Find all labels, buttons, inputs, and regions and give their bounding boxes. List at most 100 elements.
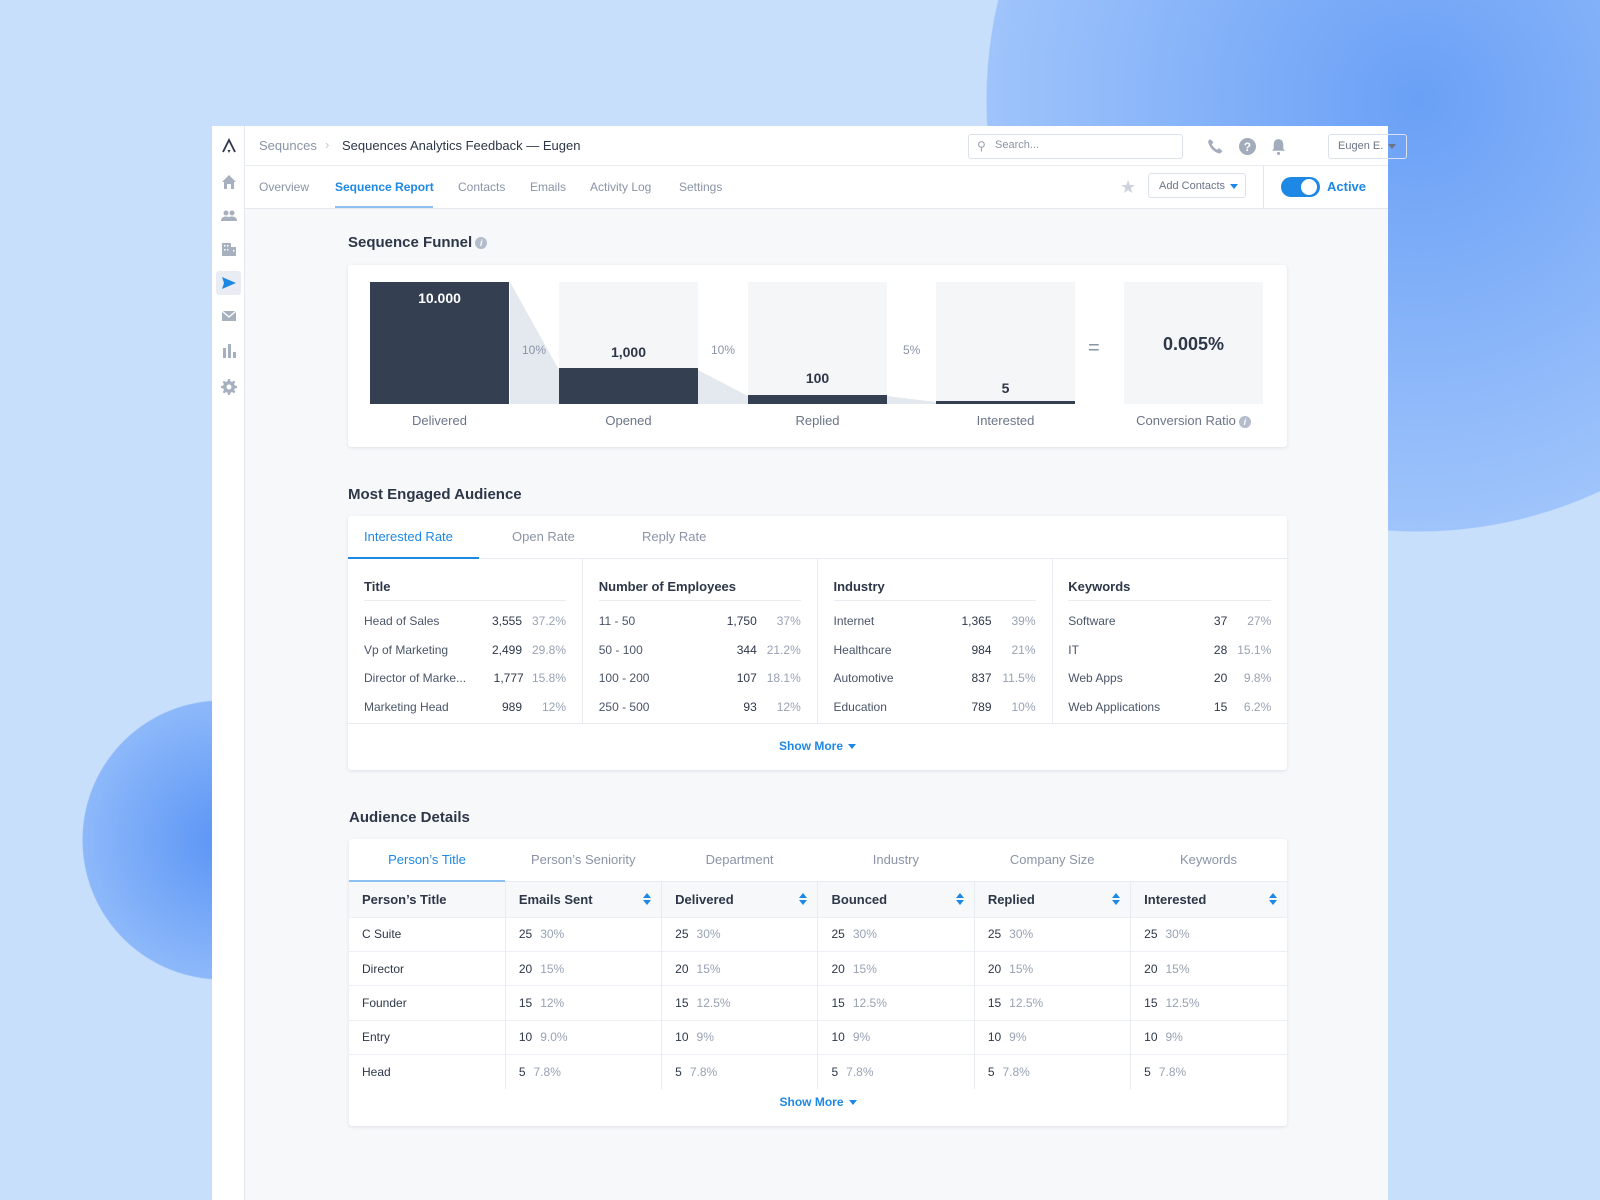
sort-icon[interactable]	[1269, 893, 1277, 905]
list-item: Healthcare 984 21%	[834, 636, 1036, 665]
search-input[interactable]	[995, 139, 1175, 151]
star-icon[interactable]: ★	[1120, 177, 1137, 197]
details-tab[interactable]: Person’s Title	[388, 852, 466, 867]
engaged-show-more-button[interactable]: Show More	[348, 739, 1287, 753]
details-tab[interactable]: Industry	[872, 852, 920, 867]
table-cell: 15 12.5%	[974, 985, 1132, 1021]
details-tab[interactable]: Person’s Seniority	[531, 852, 636, 867]
table-cell: 5 7.8%	[817, 1054, 975, 1089]
column-header[interactable]: Replied	[974, 882, 1132, 917]
list-item: 11 - 50 1,750 37%	[599, 607, 801, 636]
details-show-more-button[interactable]: Show More	[349, 1095, 1287, 1109]
item-name: Web Apps	[1068, 671, 1123, 686]
column-header[interactable]: Bounced	[817, 882, 975, 917]
cell-count: 15	[987, 995, 1002, 1010]
cell-count: 10	[1144, 1030, 1158, 1045]
cell-percent: 12%	[540, 995, 565, 1010]
item-count: 837	[971, 671, 992, 686]
item-percent: 11.5%	[1002, 671, 1036, 686]
cell-count: 20	[987, 961, 1002, 976]
details-tab[interactable]: Department	[705, 852, 774, 867]
funnel-bar-replied: 100	[748, 282, 887, 404]
item-percent: 12%	[541, 700, 566, 715]
funnel-connector	[887, 396, 936, 404]
help-icon[interactable]: ?	[1237, 136, 1257, 156]
tab-activity-log[interactable]: Activity Log	[590, 180, 652, 194]
funnel-fill	[370, 282, 509, 404]
reports-chart-icon[interactable]	[216, 339, 241, 363]
sort-icon[interactable]	[1112, 893, 1121, 905]
header-label: Bounced	[831, 891, 888, 907]
table-cell: 10 9%	[661, 1019, 819, 1055]
tab-emails[interactable]: Emails	[530, 180, 567, 194]
column-header: Person’s Title	[349, 882, 506, 917]
column-header[interactable]: Interested	[1130, 882, 1287, 917]
cell-percent: 12.5%	[852, 995, 887, 1010]
list-item: 50 - 100 344 21.2%	[599, 636, 801, 665]
info-icon[interactable]: i	[475, 237, 488, 250]
item-count: 107	[736, 671, 757, 686]
item-count: 989	[501, 700, 522, 715]
cell-count: 25	[518, 927, 533, 942]
user-name: Eugen E.	[1338, 140, 1384, 152]
phone-icon[interactable]	[1205, 136, 1225, 156]
sort-icon[interactable]	[799, 893, 808, 905]
tab-overview[interactable]: Overview	[259, 180, 310, 194]
search-box[interactable]: ⚲	[968, 134, 1183, 159]
cell-percent: 7.8%	[533, 1065, 561, 1079]
cell-count: 15	[518, 995, 533, 1010]
details-tab[interactable]: Company Size	[1009, 852, 1095, 867]
info-icon[interactable]: i	[1238, 415, 1251, 428]
funnel-bar-delivered: 10.000	[370, 282, 509, 404]
tab-sequence-report[interactable]: Sequence Report	[335, 180, 434, 194]
contacts-icon[interactable]	[216, 204, 241, 228]
funnel-label: Replied	[795, 413, 840, 428]
item-count: 15	[1213, 700, 1228, 715]
breadcrumb-root[interactable]: Sequnces	[259, 138, 317, 153]
sequences-send-icon[interactable]	[216, 271, 241, 295]
table-cell: 5 7.8%	[974, 1054, 1132, 1089]
item-count: 2,499	[491, 642, 522, 657]
column-header[interactable]: Delivered	[661, 882, 819, 917]
column-header[interactable]: Emails Sent	[505, 882, 663, 917]
tab-interested-rate[interactable]: Interested Rate	[364, 529, 453, 544]
header-label: Person’s Title	[362, 891, 447, 907]
settings-gear-icon[interactable]	[216, 375, 241, 399]
sort-icon[interactable]	[955, 893, 964, 905]
tab-open-rate[interactable]: Open Rate	[512, 529, 575, 544]
funnel-rate: 5%	[903, 343, 921, 357]
show-more-label: Show More	[778, 739, 843, 753]
add-contacts-button[interactable]: Add Contacts	[1148, 173, 1246, 198]
item-percent: 29.8%	[531, 642, 566, 657]
table-cell: 15 12.5%	[1130, 985, 1287, 1021]
tab-settings[interactable]: Settings	[679, 180, 723, 194]
sort-icon[interactable]	[643, 893, 652, 905]
funnel-bar-opened: 1,000	[559, 282, 698, 404]
logo-icon[interactable]	[216, 134, 241, 158]
row-title: Entry	[349, 1019, 506, 1055]
cell-percent: 9%	[696, 1030, 714, 1045]
user-menu[interactable]: Eugen E.	[1328, 134, 1407, 159]
cell-percent: 30%	[1165, 927, 1190, 942]
item-name: 250 - 500	[598, 700, 650, 715]
divider	[348, 723, 1287, 724]
item-name: Web Applications	[1068, 700, 1161, 715]
table-cell: 10 9.0%	[505, 1019, 663, 1055]
cell-count: 15	[675, 995, 689, 1010]
item-percent: 18.1%	[766, 671, 801, 686]
tab-reply-rate[interactable]: Reply Rate	[642, 529, 707, 544]
item-count: 1,777	[493, 671, 524, 686]
details-tab[interactable]: Keywords	[1179, 852, 1238, 867]
item-percent: 37.2%	[531, 614, 566, 629]
cell-count: 20	[1144, 961, 1158, 976]
details-card: Person’s Title Person’s Seniority Departme…	[349, 839, 1287, 1126]
companies-icon[interactable]	[216, 237, 241, 261]
active-toggle[interactable]	[1281, 177, 1320, 197]
funnel-title: Sequence Funnel i	[348, 234, 488, 251]
tab-contacts[interactable]: Contacts	[458, 180, 506, 194]
list-item: Web Apps 20 9.8%	[1068, 664, 1271, 693]
email-icon[interactable]	[216, 304, 241, 328]
item-count: 93	[743, 700, 757, 715]
notifications-bell-icon[interactable]	[1268, 136, 1288, 156]
home-icon[interactable]	[216, 170, 241, 194]
